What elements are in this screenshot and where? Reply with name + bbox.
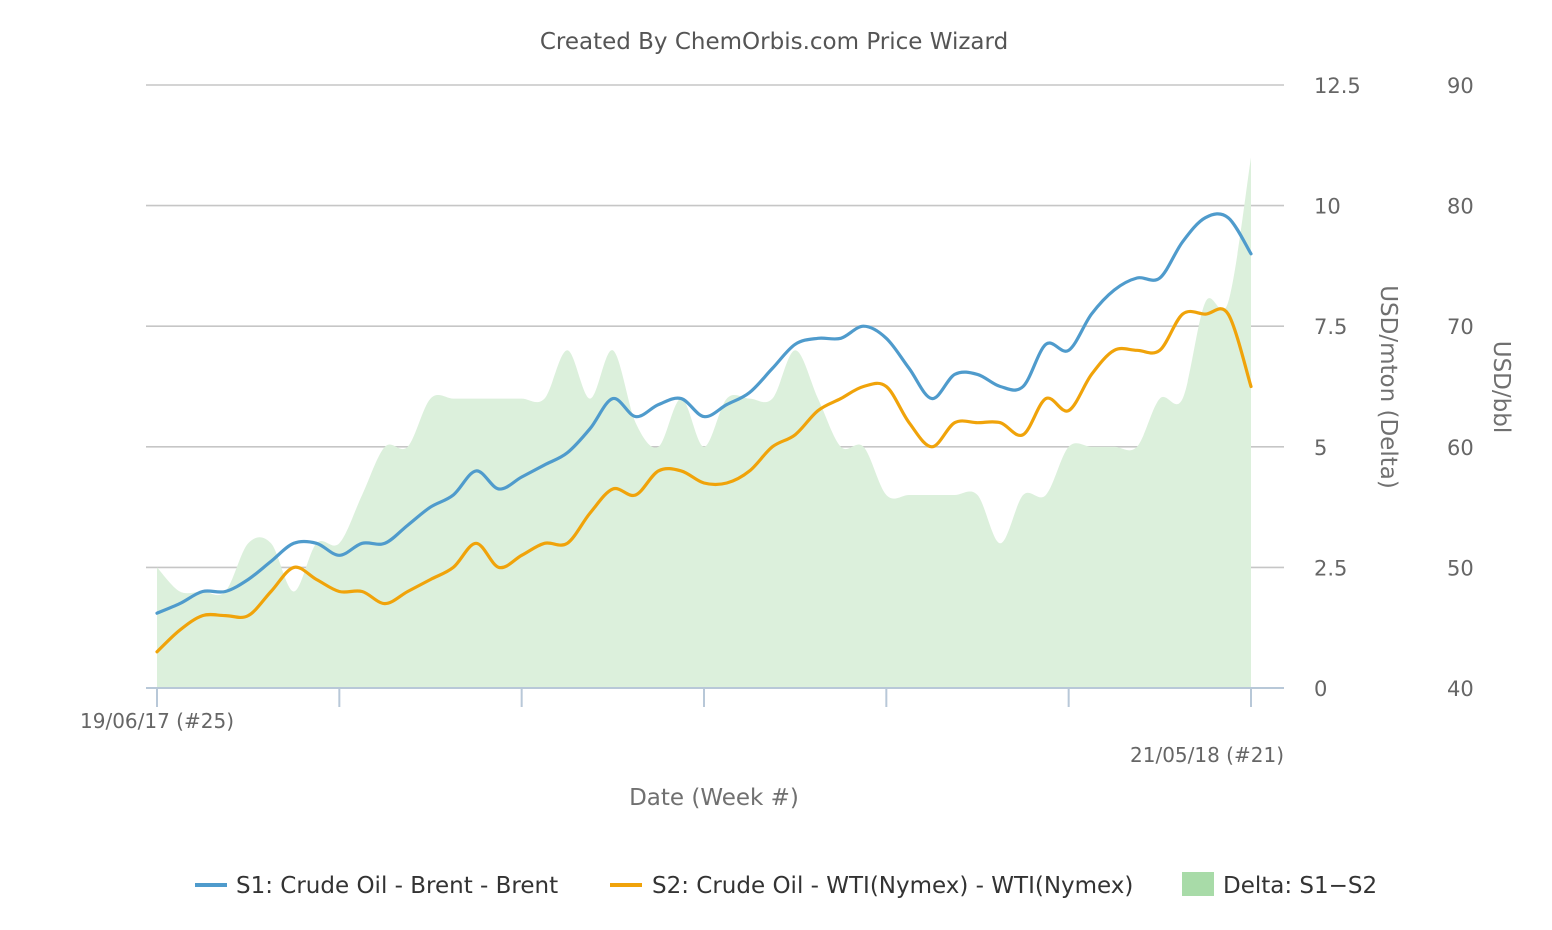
legend-item-s2[interactable]: S2: Crude Oil - WTI(Nymex) - WTI(Nymex) <box>610 873 1133 899</box>
delta-area-fill <box>157 157 1251 688</box>
series-line-wti[interactable] <box>155 307 1253 654</box>
y-right-tick-label: 50 <box>1447 556 1474 580</box>
y-right-tick-label: 80 <box>1447 195 1474 219</box>
y-right-axis-title: USD/bbl <box>1488 341 1514 433</box>
x-end-label: 21/05/18 (#21) <box>1130 743 1284 767</box>
legend-label-delta: Delta: S1−S2 <box>1223 873 1377 899</box>
y-axis-ticks: 0 2.5 5 7.5 10 12.5 40 50 60 70 80 90 <box>1314 74 1474 701</box>
legend-item-delta[interactable]: Delta: S1−S2 <box>1182 872 1377 899</box>
legend-label-s2: S2: Crude Oil - WTI(Nymex) - WTI(Nymex) <box>652 873 1133 899</box>
y-left-tick-label: 5 <box>1314 436 1327 460</box>
y-left-tick-label: 7.5 <box>1314 315 1347 339</box>
chart-title: Created By ChemOrbis.com Price Wizard <box>540 29 1008 55</box>
y-right-tick-label: 60 <box>1447 436 1474 460</box>
y-right-tick-label: 70 <box>1447 315 1474 339</box>
legend-label-s1: S1: Crude Oil - Brent - Brent <box>236 873 558 899</box>
x-axis <box>146 687 1284 707</box>
y-left-tick-label: 2.5 <box>1314 556 1347 580</box>
legend-item-s1[interactable]: S1: Crude Oil - Brent - Brent <box>195 873 558 899</box>
y-left-axis-title: USD/mton (Delta) <box>1375 285 1401 489</box>
y-left-tick-label: 10 <box>1314 195 1341 219</box>
y-left-tick-label: 0 <box>1314 677 1327 701</box>
y-right-tick-label: 40 <box>1447 677 1474 701</box>
delta-area <box>157 157 1251 688</box>
y-left-tick-label: 12.5 <box>1314 74 1361 98</box>
legend-swatch-delta <box>1182 872 1214 896</box>
series-line-brent[interactable] <box>155 212 1253 615</box>
x-start-label: 19/06/17 (#25) <box>80 709 234 733</box>
x-axis-title: Date (Week #) <box>629 785 799 811</box>
legend: S1: Crude Oil - Brent - Brent S2: Crude … <box>195 872 1377 899</box>
y-right-tick-label: 90 <box>1447 74 1474 98</box>
price-lines <box>155 212 1253 654</box>
